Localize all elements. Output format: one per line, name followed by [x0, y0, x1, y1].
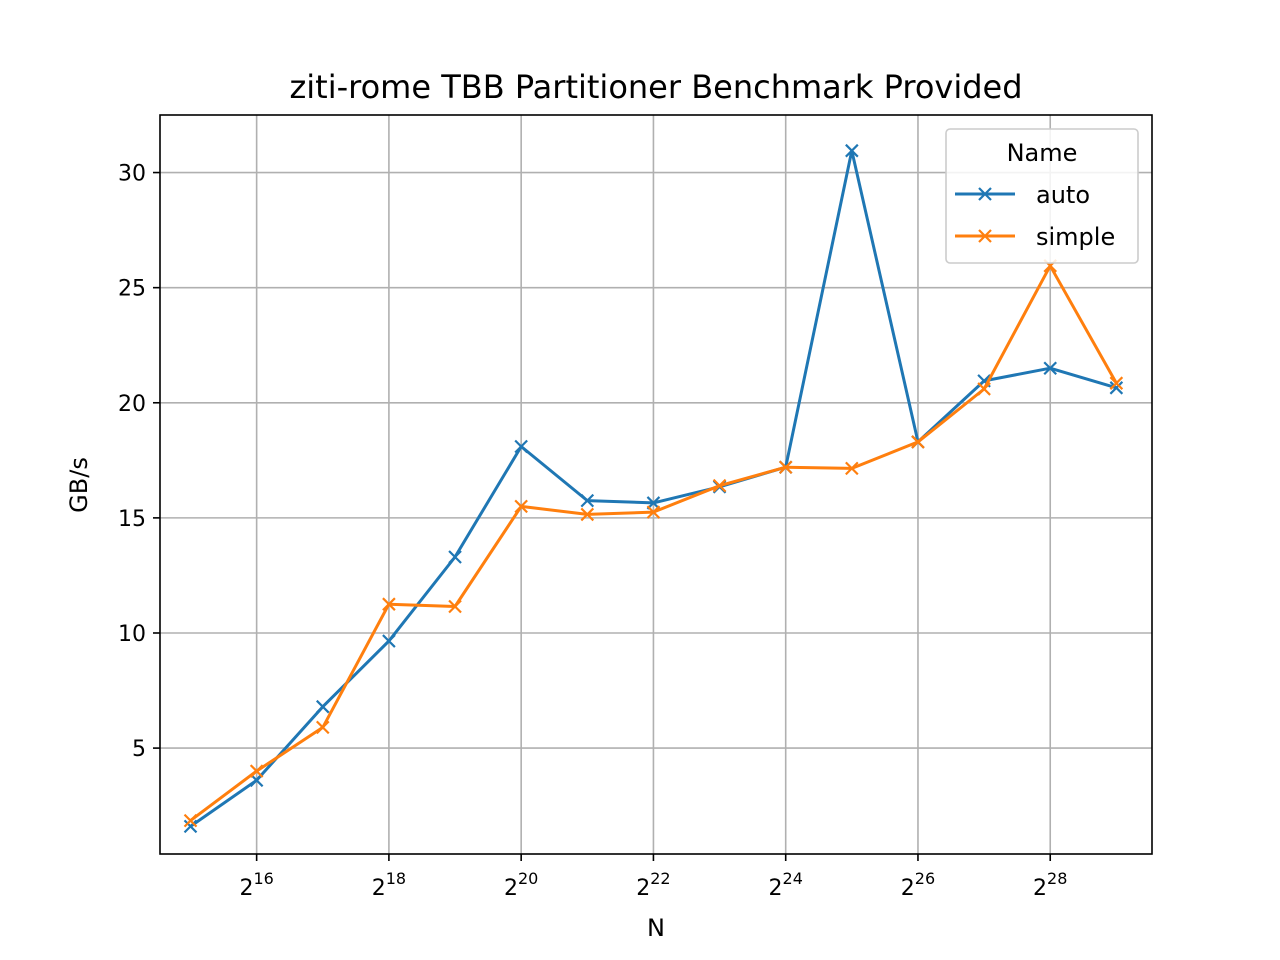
data-point-simple	[712, 478, 727, 493]
data-point-simple	[514, 499, 528, 514]
x-tick-label: 228	[1033, 869, 1067, 901]
data-point-auto	[580, 493, 595, 508]
data-point-auto	[1109, 381, 1124, 395]
data-point-simple	[249, 764, 264, 778]
plot-frame	[159, 114, 1153, 855]
legend-label-auto: auto	[1036, 181, 1090, 209]
y-tick-label: 5	[132, 737, 146, 762]
x-axis-label: N	[647, 914, 665, 942]
x-tick-label: 224	[769, 869, 803, 901]
legend-label-simple: simple	[1036, 223, 1115, 251]
data-point-simple	[911, 435, 925, 449]
x-tick-label: 220	[504, 869, 538, 901]
data-point-simple	[448, 599, 462, 614]
grid-lines	[160, 115, 1152, 854]
data-point-simple	[845, 461, 859, 476]
data-point-simple	[315, 720, 330, 735]
data-point-simple	[382, 597, 396, 611]
y-axis-label: GB/s	[65, 457, 93, 513]
legend-title: Name	[1007, 139, 1078, 167]
data-point-auto	[1043, 361, 1058, 376]
legend-box	[945, 128, 1139, 264]
data-point-simple	[977, 382, 991, 396]
legend-marker-simple	[978, 229, 992, 243]
data-point-simple	[580, 507, 595, 522]
y-tick-label: 15	[118, 507, 146, 532]
axis-ticks: 216 218 220 222 224 226 228 5 10 15 20 25 30	[118, 162, 1067, 901]
y-tick-label: 25	[118, 277, 146, 302]
data-point-simple	[778, 460, 793, 475]
data-point-auto	[845, 143, 859, 158]
data-point-simple	[183, 813, 198, 828]
x-tick-label: 226	[901, 869, 935, 901]
x-tick-label: 216	[239, 869, 273, 901]
data-point-auto	[382, 634, 396, 648]
data-point-auto	[448, 550, 462, 564]
y-tick-label: 20	[118, 392, 146, 417]
data-point-simple	[646, 505, 661, 519]
chart-title: ziti-rome TBB Partitioner Benchmark Prov…	[289, 68, 1022, 106]
x-tick-label: 218	[372, 869, 406, 901]
legend-marker-auto	[978, 187, 992, 201]
data-point-auto	[183, 819, 198, 834]
data-point-simple	[1109, 376, 1124, 390]
data-point-auto	[514, 439, 528, 454]
y-tick-label: 30	[118, 162, 146, 187]
plot-series	[183, 143, 1124, 834]
x-tick-label: 222	[636, 869, 670, 901]
data-point-auto	[315, 699, 330, 714]
y-tick-label: 10	[118, 622, 146, 647]
legend: Name auto simple	[945, 128, 1139, 264]
